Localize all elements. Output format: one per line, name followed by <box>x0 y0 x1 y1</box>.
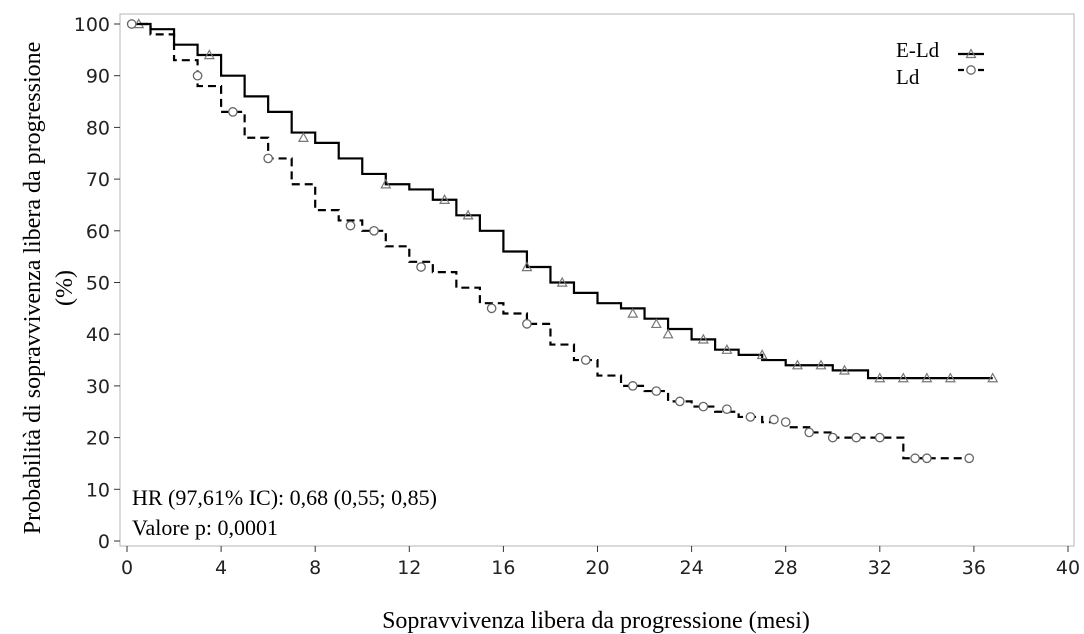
censor-marker-triangle <box>556 276 568 287</box>
y-axis-title-line2: (%) <box>52 270 78 306</box>
censor-marker-circle <box>345 220 356 231</box>
censor-marker-circle <box>964 453 975 464</box>
x-tick-label: 16 <box>491 557 515 579</box>
censor-marker-triangle <box>627 307 639 318</box>
censor-marker-triangle <box>921 372 933 383</box>
censor-marker-triangle <box>297 132 309 142</box>
censor-marker-circle <box>698 401 709 412</box>
plot-frame <box>119 13 1075 547</box>
y-tick-label: 80 <box>86 117 110 139</box>
censor-marker-triangle <box>203 49 215 60</box>
censor-marker-circle <box>263 153 273 164</box>
x-axis-title: Sopravvivenza libera da progressione (me… <box>382 608 810 634</box>
x-tick-label: 8 <box>309 557 321 579</box>
legend-label-e-ld: E-Ld <box>896 38 940 62</box>
y-tick-label: 30 <box>86 376 110 398</box>
censor-marker-circle <box>369 225 379 236</box>
censor-marker-circle <box>780 417 791 427</box>
censor-marker-triangle <box>874 372 886 383</box>
censor-marker-triangle <box>897 372 909 383</box>
censor-marker-circle <box>192 70 203 81</box>
censor-marker-triangle <box>756 349 768 360</box>
censor-marker-circle <box>651 386 662 396</box>
censor-marker-circle <box>769 414 779 425</box>
y-tick-label: 100 <box>74 14 110 36</box>
censor-marker-triangle <box>380 178 392 189</box>
censor-marker-circle <box>921 453 932 464</box>
censor-marker-circle <box>910 453 920 464</box>
p-value-annotation: Valore p: 0,0001 <box>132 515 278 540</box>
censor-marker-circle <box>674 396 685 407</box>
y-tick-label: 60 <box>86 221 110 243</box>
censor-marker-circle <box>827 432 838 443</box>
x-tick-label: 12 <box>397 557 421 579</box>
censor-marker-circle <box>126 19 137 29</box>
censor-marker-triangle <box>721 343 733 354</box>
y-tick-label: 70 <box>86 169 110 191</box>
x-tick-label: 32 <box>868 557 892 579</box>
y-tick-label: 10 <box>86 479 110 501</box>
censor-marker-triangle <box>838 364 851 375</box>
y-tick-label: 20 <box>86 428 110 450</box>
legend: E-Ld Ld <box>896 38 984 89</box>
censor-marker-circle <box>228 107 238 117</box>
censor-marker-circle <box>722 404 732 415</box>
x-tick-label: 36 <box>962 557 986 579</box>
censor-marker-triangle <box>815 359 827 370</box>
x-tick-label: 20 <box>585 557 609 579</box>
censor-marker-circle <box>522 319 532 329</box>
censor-marker-circle <box>874 432 885 443</box>
censor-marker-triangle <box>650 318 662 329</box>
x-axis-ticks: 0 4 8 12 16 20 24 28 32 36 40 <box>121 546 1080 579</box>
censor-marker-circle <box>627 381 638 391</box>
censor-marker-triangle <box>944 372 956 383</box>
x-tick-label: 24 <box>680 557 704 579</box>
y-axis-title-line1: Probabilità di sopravvivenza libera da p… <box>20 42 46 535</box>
plot-border <box>119 13 1075 547</box>
legend-swatch-e-ld-marker <box>965 48 977 59</box>
hr-annotation: HR (97,61% IC): 0,68 (0,55; 0,85) <box>132 485 437 510</box>
x-tick-label: 4 <box>215 557 227 579</box>
censor-marker-circle <box>851 432 862 443</box>
censor-marker-triangle <box>662 328 674 339</box>
series-layer <box>126 18 999 464</box>
censor-marker-triangle <box>987 372 999 383</box>
censor-marker-circle <box>486 303 497 314</box>
y-tick-label: 40 <box>86 324 110 346</box>
legend-label-ld: Ld <box>896 65 920 89</box>
y-tick-label: 50 <box>86 273 110 295</box>
y-tick-label: 0 <box>98 531 110 553</box>
censor-marker-triangle <box>791 359 803 370</box>
censor-marker-triangle <box>462 209 474 220</box>
x-tick-label: 28 <box>774 557 798 579</box>
censor-marker-circle <box>804 427 815 438</box>
censor-marker-circle <box>745 412 756 422</box>
censor-marker-triangle <box>697 333 709 344</box>
censor-marker-circle <box>416 262 426 272</box>
censor-marker-triangle <box>439 194 451 204</box>
y-tick-label: 90 <box>86 66 110 88</box>
censor-marker-circle <box>580 355 591 365</box>
censor-marker-triangle <box>521 261 533 272</box>
x-tick-label: 40 <box>1056 557 1080 579</box>
x-tick-label: 0 <box>121 557 133 579</box>
y-axis-ticks: 0 10 20 30 40 50 60 70 80 90 100 <box>74 14 120 553</box>
series-line-1 <box>127 22 970 460</box>
legend-swatch-ld-marker <box>966 65 976 75</box>
series-line-0 <box>127 22 993 380</box>
